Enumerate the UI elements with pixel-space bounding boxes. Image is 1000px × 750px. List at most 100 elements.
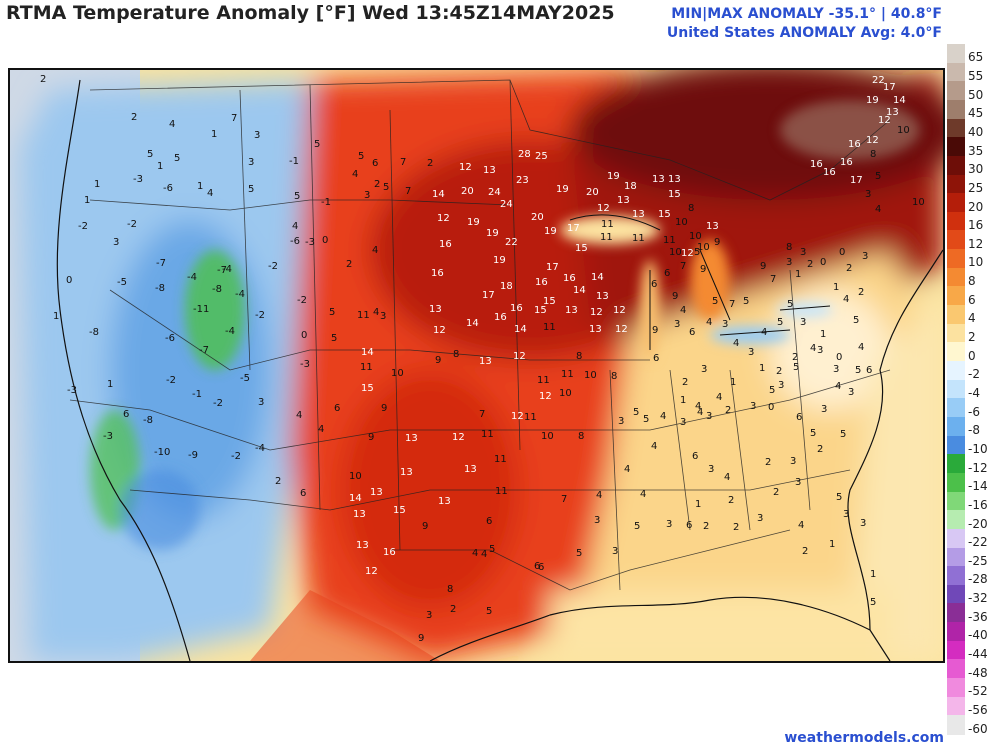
anomaly-value-label: 3 bbox=[701, 364, 708, 375]
anomaly-value-label: 2 bbox=[802, 546, 809, 557]
anomaly-value-label: 1 bbox=[84, 195, 91, 206]
anomaly-value-label: 3 bbox=[750, 401, 757, 412]
anomaly-value-label: 14 bbox=[349, 493, 362, 504]
anomaly-value-label: 1 bbox=[680, 395, 687, 406]
anomaly-value-label: 0 bbox=[839, 247, 846, 258]
anomaly-value-label: 11 bbox=[601, 219, 614, 230]
anomaly-value-label: 5 bbox=[810, 428, 817, 439]
color-scale-swatch bbox=[947, 305, 965, 325]
anomaly-value-label: 5 bbox=[314, 139, 321, 150]
color-scale-swatch bbox=[947, 174, 965, 194]
anomaly-value-label: 11 bbox=[537, 375, 550, 386]
color-scale-label: -12 bbox=[968, 460, 988, 475]
anomaly-value-label: 0 bbox=[301, 330, 308, 341]
anomaly-value-label: 0 bbox=[768, 402, 775, 413]
color-scale-label: -36 bbox=[968, 609, 988, 624]
anomaly-value-label: 3 bbox=[786, 257, 793, 268]
anomaly-value-label: -8 bbox=[155, 283, 165, 294]
anomaly-value-label: 13 bbox=[353, 509, 366, 520]
anomaly-value-label: 8 bbox=[870, 149, 877, 160]
anomaly-value-label: 1 bbox=[94, 179, 101, 190]
anomaly-value-label: 16 bbox=[563, 273, 576, 284]
color-scale-label: 6 bbox=[968, 292, 976, 307]
anomaly-value-label: 4 bbox=[858, 342, 865, 353]
anomaly-value-label: -3 bbox=[103, 431, 113, 442]
anomaly-value-label: 15 bbox=[393, 505, 406, 516]
anomaly-value-label: 8 bbox=[447, 584, 454, 595]
color-scale-bar bbox=[947, 44, 965, 735]
anomaly-value-label: -5 bbox=[240, 373, 250, 384]
anomaly-value-label: 7 bbox=[729, 299, 736, 310]
anomaly-value-label: 3 bbox=[800, 317, 807, 328]
anomaly-value-label: 11 bbox=[495, 486, 508, 497]
anomaly-value-label: 2 bbox=[792, 352, 799, 363]
anomaly-value-label: 4 bbox=[843, 294, 850, 305]
anomaly-value-label: 2 bbox=[682, 377, 689, 388]
anomaly-value-label: 15 bbox=[658, 209, 671, 220]
anomaly-value-label: 2 bbox=[765, 457, 772, 468]
anomaly-value-label: 5 bbox=[712, 296, 719, 307]
anomaly-value-label: 2 bbox=[858, 287, 865, 298]
anomaly-value-label: 24 bbox=[500, 199, 513, 210]
anomaly-value-label: 1 bbox=[695, 499, 702, 510]
anomaly-value-label: 5 bbox=[329, 307, 336, 318]
anomaly-value-label: 4 bbox=[292, 221, 299, 232]
anomaly-value-label: 5 bbox=[486, 606, 493, 617]
anomaly-value-label: 19 bbox=[467, 217, 480, 228]
color-scale-label: 40 bbox=[968, 124, 984, 139]
anomaly-value-label: 2 bbox=[131, 112, 138, 123]
anomaly-value-label: 0 bbox=[322, 235, 329, 246]
site-credit: weathermodels.com bbox=[784, 730, 944, 746]
color-scale-label: -20 bbox=[968, 516, 988, 531]
anomaly-value-label: 5 bbox=[358, 151, 365, 162]
color-scale-swatch bbox=[947, 472, 965, 493]
anomaly-value-label: 15 bbox=[543, 296, 556, 307]
color-scale-label: 45 bbox=[968, 106, 984, 121]
anomaly-value-label: 6 bbox=[651, 279, 658, 290]
anomaly-value-label: 11 bbox=[481, 429, 494, 440]
anomaly-value-label: 8 bbox=[688, 203, 695, 214]
anomaly-value-label: 19 bbox=[866, 95, 879, 106]
anomaly-value-label: 7 bbox=[405, 186, 412, 197]
anomaly-value-label: 4 bbox=[798, 520, 805, 531]
color-scale-label: 12 bbox=[968, 236, 984, 251]
anomaly-value-label: 20 bbox=[586, 187, 599, 198]
anomaly-value-label: 5 bbox=[743, 296, 750, 307]
color-scale-swatch bbox=[947, 81, 965, 101]
anomaly-value-label: 16 bbox=[510, 303, 523, 314]
anomaly-value-label: 4 bbox=[624, 464, 631, 475]
anomaly-value-label: 10 bbox=[349, 471, 362, 482]
anomaly-value-label: 11 bbox=[357, 310, 370, 321]
color-scale-swatch bbox=[947, 99, 965, 120]
anomaly-value-label: 23 bbox=[516, 175, 529, 186]
anomaly-value-label: 3 bbox=[843, 509, 850, 520]
anomaly-value-label: 1 bbox=[870, 569, 877, 580]
anomaly-value-label: -6 bbox=[163, 183, 173, 194]
anomaly-value-label: 9 bbox=[422, 521, 429, 532]
anomaly-value-label: 10 bbox=[689, 231, 702, 242]
anomaly-value-label: 3 bbox=[680, 417, 687, 428]
anomaly-value-label: 9 bbox=[760, 261, 767, 272]
anomaly-value-label: -6 bbox=[165, 333, 175, 344]
anomaly-value-label: 11 bbox=[663, 235, 676, 246]
anomaly-value-label: 11 bbox=[524, 412, 537, 423]
anomaly-value-label: 14 bbox=[514, 324, 527, 335]
color-scale-label: 65 bbox=[968, 50, 984, 65]
anomaly-value-label: 11 bbox=[494, 454, 507, 465]
color-scale-label: -52 bbox=[968, 684, 988, 699]
anomaly-value-label: 5 bbox=[875, 171, 882, 182]
anomaly-value-label: 11 bbox=[561, 369, 574, 380]
anomaly-value-label: 5 bbox=[294, 191, 301, 202]
color-scale-label: -2 bbox=[968, 367, 980, 382]
anomaly-value-label: 2 bbox=[374, 179, 381, 190]
color-scale-swatch bbox=[947, 603, 965, 623]
anomaly-value-label: 5 bbox=[634, 521, 641, 532]
anomaly-value-label: -6 bbox=[290, 236, 300, 247]
anomaly-value-label: -4 bbox=[222, 264, 232, 275]
anomaly-value-label: 1 bbox=[211, 129, 218, 140]
anomaly-value-label: 12 bbox=[433, 325, 446, 336]
anomaly-value-label: 5 bbox=[836, 492, 843, 503]
anomaly-value-label: 8 bbox=[576, 351, 583, 362]
anomaly-value-label: 5 bbox=[331, 333, 338, 344]
anomaly-value-label: 3 bbox=[800, 247, 807, 258]
